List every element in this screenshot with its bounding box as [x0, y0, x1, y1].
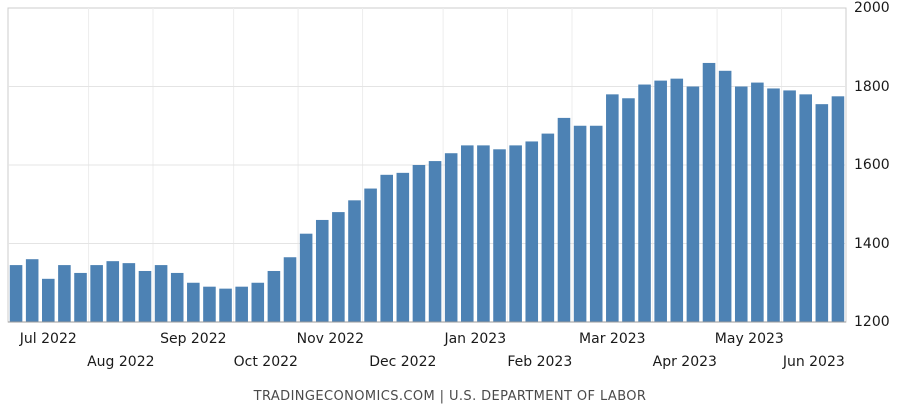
y-axis-label: 1400 [854, 235, 890, 252]
y-axis-label: 1800 [854, 78, 890, 95]
bar[interactable] [106, 261, 120, 322]
bar[interactable] [734, 86, 748, 323]
bar[interactable] [364, 188, 377, 322]
bar[interactable] [396, 172, 410, 322]
bar[interactable] [332, 212, 345, 322]
bar[interactable] [670, 78, 684, 323]
x-axis-label: Aug 2022 [87, 354, 155, 370]
bar[interactable] [541, 133, 555, 322]
bar[interactable] [606, 94, 619, 322]
x-axis-label: Dec 2022 [369, 354, 437, 370]
bar[interactable] [493, 149, 506, 322]
bar[interactable] [557, 117, 571, 323]
bar[interactable] [235, 286, 248, 322]
bar[interactable] [461, 145, 474, 323]
bar[interactable] [42, 278, 55, 322]
x-axis-label: Jun 2023 [782, 354, 845, 370]
bar[interactable] [444, 153, 458, 322]
bar[interactable] [622, 98, 635, 323]
bar[interactable] [267, 270, 281, 322]
bar[interactable] [638, 84, 651, 322]
x-axis-label: Feb 2023 [507, 354, 573, 370]
bar[interactable] [718, 70, 732, 322]
bar[interactable] [90, 265, 103, 322]
bar[interactable] [348, 200, 361, 322]
x-axis: Jul 2022 Aug 2022 Sep 2022 Oct 2022 Nov 2022… [19, 331, 845, 370]
x-axis-label: Jul 2022 [19, 331, 77, 347]
bar[interactable] [589, 125, 603, 322]
bar[interactable] [170, 272, 184, 322]
bar[interactable] [58, 265, 71, 322]
y-axis-label: 1600 [854, 157, 890, 173]
bar[interactable] [74, 272, 87, 322]
y-axis-label: 1200 [854, 314, 890, 330]
bar[interactable] [477, 145, 490, 323]
bar[interactable] [138, 270, 152, 322]
bar[interactable] [251, 282, 265, 322]
bar[interactable] [154, 265, 168, 322]
bar[interactable] [783, 90, 796, 322]
x-axis-label: Jan 2023 [444, 331, 507, 347]
bar[interactable] [315, 219, 329, 322]
bar[interactable] [831, 96, 845, 322]
bar[interactable] [751, 82, 764, 322]
bar[interactable] [380, 174, 393, 322]
bar[interactable] [9, 265, 23, 322]
x-axis-label: Nov 2022 [296, 331, 364, 347]
y-axis-label: 2000 [854, 0, 890, 16]
bar[interactable] [203, 286, 216, 322]
bar[interactable] [187, 282, 200, 322]
bar[interactable] [25, 259, 39, 322]
source-attribution: TRADINGECONOMICS.COM | U.S. DEPARTMENT O… [253, 389, 647, 404]
bar[interactable] [283, 257, 297, 322]
bar[interactable] [573, 125, 587, 322]
bar[interactable] [412, 165, 426, 322]
bar[interactable] [428, 161, 442, 322]
bar[interactable] [122, 263, 136, 323]
bar[interactable] [686, 86, 700, 323]
bar[interactable] [219, 288, 232, 322]
bar[interactable] [815, 104, 829, 322]
bar[interactable] [654, 80, 667, 322]
x-axis-label: Sep 2022 [160, 331, 227, 347]
bar[interactable] [509, 145, 522, 323]
bar[interactable] [767, 88, 780, 323]
x-axis-label: Mar 2023 [579, 331, 646, 347]
bar[interactable] [299, 233, 313, 322]
x-axis-label: May 2023 [714, 331, 784, 347]
bar[interactable] [799, 94, 812, 322]
bar[interactable] [702, 62, 716, 322]
x-axis-label: Apr 2023 [652, 354, 717, 370]
bar[interactable] [525, 141, 539, 322]
y-axis: 1200 1400 1600 1800 2000 [854, 0, 900, 340]
x-axis-label: Oct 2022 [233, 354, 298, 370]
